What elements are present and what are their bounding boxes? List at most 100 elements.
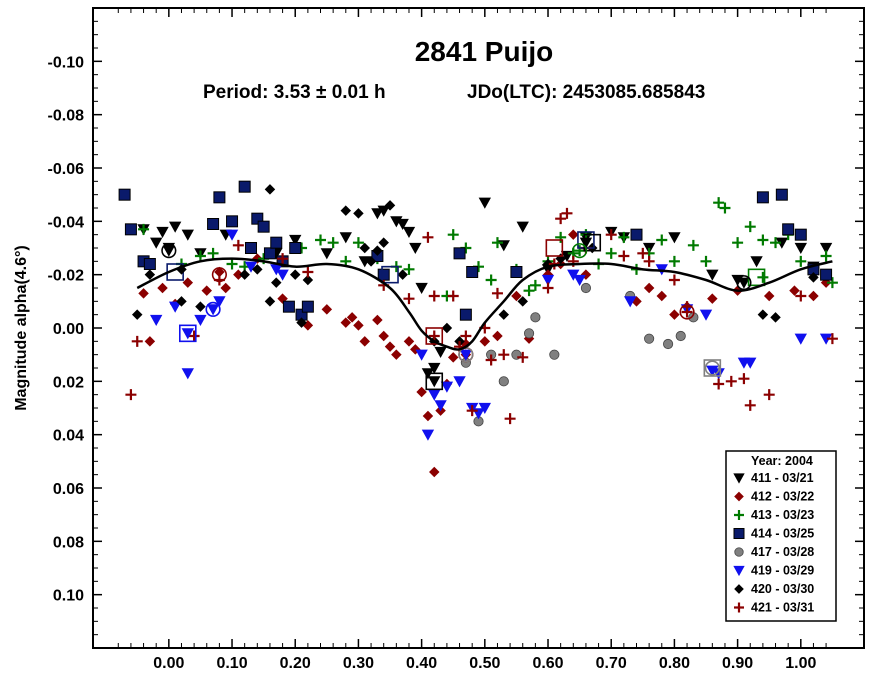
legend-entries: 411 - 03/21 412 - 03/22 413 - 03/23 414 - 0… [733,471,814,615]
data-point [516,221,529,233]
data-point [353,208,364,219]
data-point [568,229,579,240]
data-point [277,293,288,304]
data-point [244,261,258,273]
data-point [699,309,713,321]
data-point [757,309,769,320]
data-point [181,229,194,241]
data-point [713,378,725,390]
data-point [643,282,655,294]
data-point [359,336,370,347]
data-point [289,269,301,280]
data-point [479,336,491,347]
data-point [820,268,833,281]
y-tick-label: 0.00 [53,321,84,338]
data-point [523,285,535,297]
highlight-marker [181,328,194,340]
data-point [118,188,131,201]
data-point [744,399,756,411]
data-point [340,205,352,216]
period-label: Period: 3.53 ± 0.01 h [203,82,386,103]
data-point [485,274,497,286]
data-point [794,228,807,241]
data-point [618,250,630,262]
x-tick-label: 0.50 [469,655,500,672]
legend-title: Year: 2004 [751,454,813,468]
data-point [244,242,257,254]
data-point [315,234,327,246]
data-point [668,274,680,286]
data-point [819,242,833,255]
data-point [124,223,137,236]
data-point [428,362,441,375]
data-point [775,188,788,201]
data-point [643,255,655,267]
legend-marker [734,510,744,520]
data-point [549,349,560,360]
data-point [125,389,137,401]
data-point [453,247,466,260]
data-point [770,312,781,323]
highlight-marker [681,306,693,318]
y-tick-label: -0.10 [48,54,85,71]
data-point [466,266,479,278]
data-point [478,197,491,209]
y-tick-label: 0.06 [53,481,84,498]
data-point [188,330,200,342]
highlight-marker [757,271,769,283]
highlight-marker [704,360,720,376]
highlight-marker [205,301,221,317]
data-point [422,410,434,422]
highlight-marker [428,376,441,388]
data-point [644,333,655,344]
data-point [744,357,757,369]
data-point [744,221,756,233]
data-point [296,317,307,328]
data-point [277,253,289,265]
data-point [808,290,819,302]
data-point [289,234,302,247]
data-point [719,202,731,214]
x-tick-label: 0.30 [343,655,374,672]
data-point [213,191,226,204]
data-point [225,229,239,241]
legend-entry: 417 - 03/28 [734,545,814,559]
data-point [618,231,630,243]
data-point [416,386,427,398]
data-point [421,429,435,441]
highlight-marker [162,245,176,257]
data-point [301,300,314,313]
data-point [808,272,819,283]
data-point [346,312,358,323]
data-point [668,255,680,267]
highlight-marker [545,239,564,257]
data-point [725,375,737,387]
data-point [498,376,509,387]
data-point [378,237,389,248]
data-point [542,282,554,294]
data-point [561,207,573,219]
data-point [794,242,807,255]
data-point [738,373,750,385]
data-point [194,250,206,262]
data-point [580,282,592,294]
highlight-marker [703,359,722,377]
highlight-marker [425,372,444,391]
data-point [485,354,497,366]
data-point [378,330,389,342]
data-point [220,282,231,294]
data-point [252,253,263,264]
legend-label: 414 - 03/25 [751,527,814,541]
data-point [276,269,289,281]
data-point [453,376,466,388]
legend-label: 419 - 03/29 [751,564,814,578]
data-point [302,274,314,286]
data-point [782,223,795,236]
data-point [195,301,206,312]
data-point [251,212,264,225]
data-point [732,237,744,249]
x-tick-label: 0.40 [406,655,437,672]
legend-marker [734,547,744,557]
data-point [763,389,775,401]
data-point [707,293,718,304]
